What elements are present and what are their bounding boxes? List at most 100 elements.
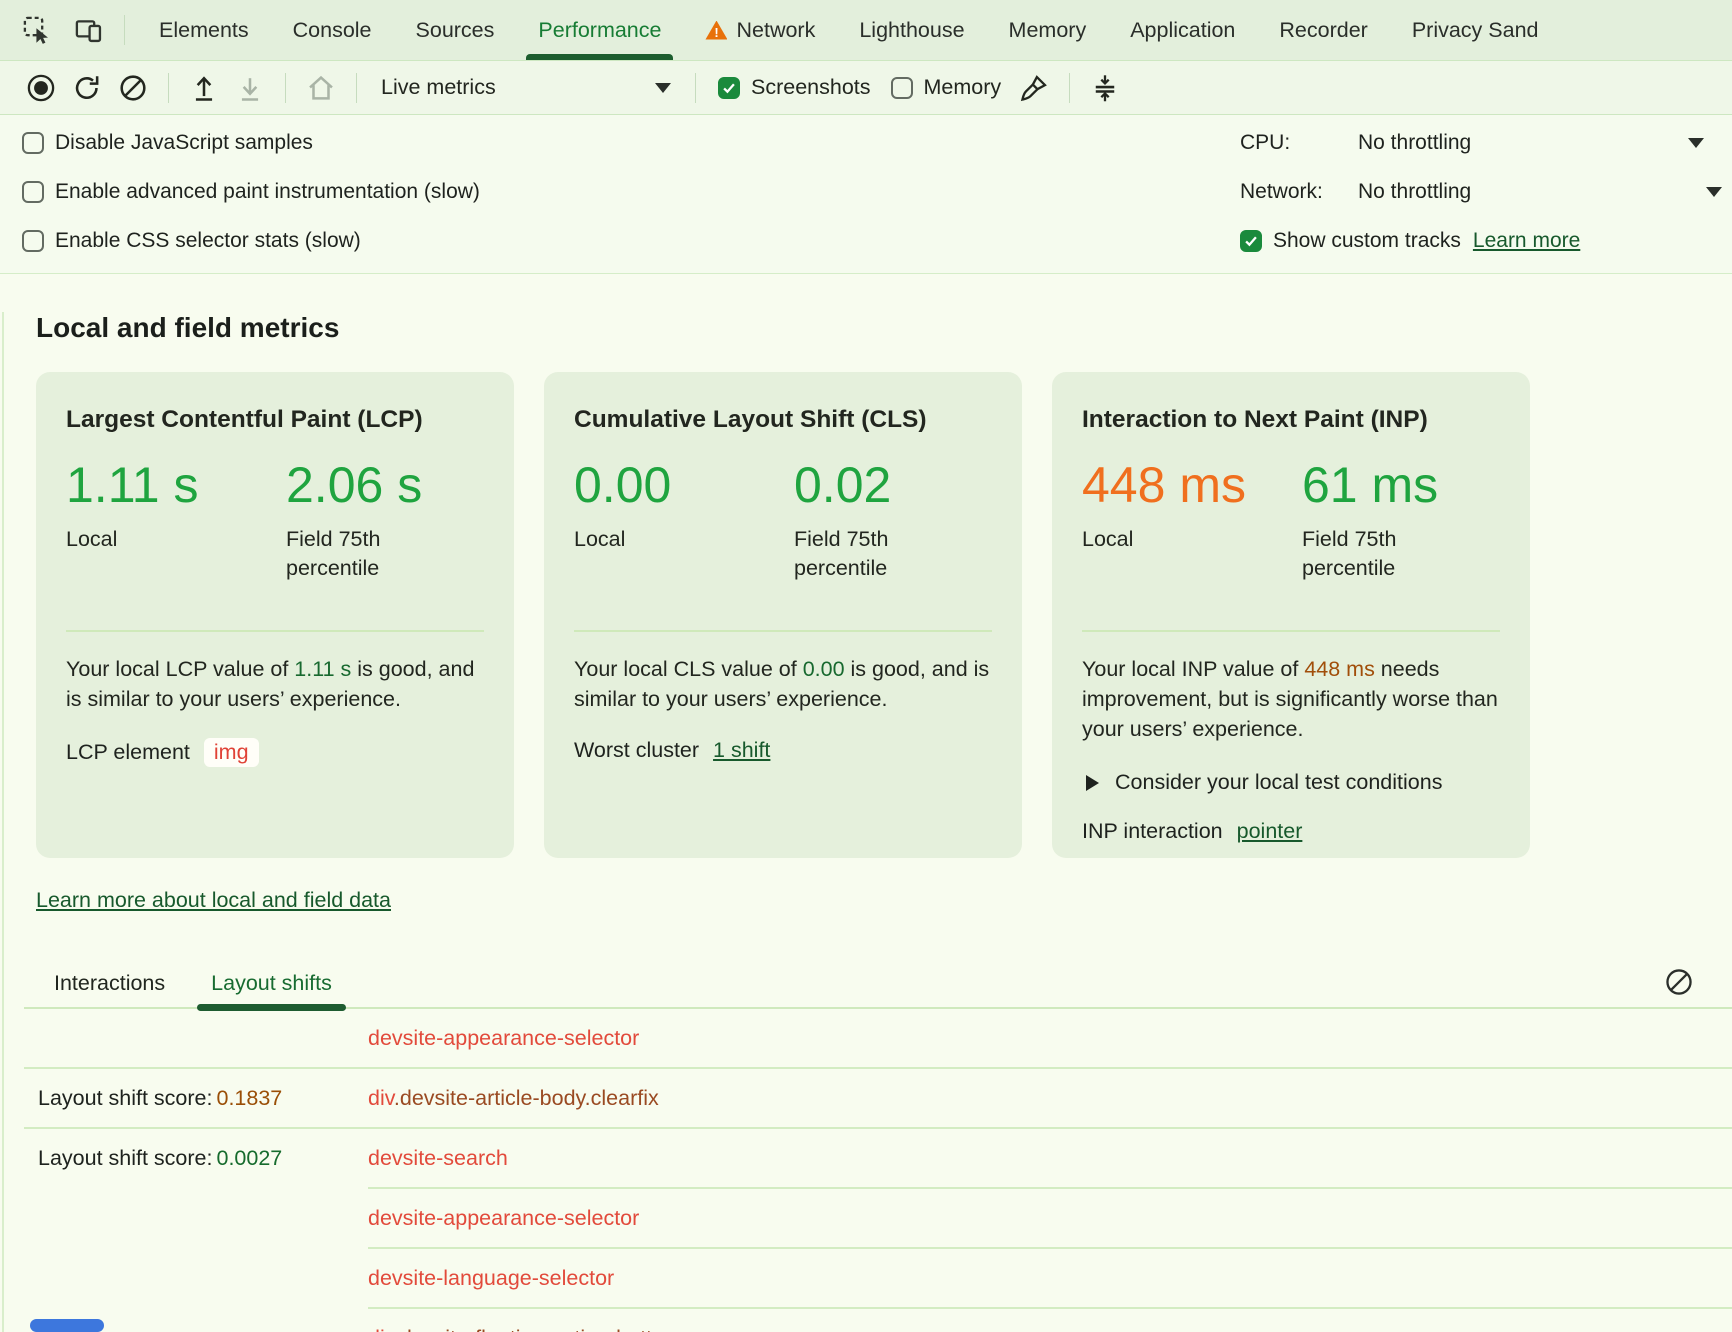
gc-brush-icon[interactable]	[1017, 71, 1051, 105]
card-divider	[66, 630, 484, 632]
inp-values: 448 ms Local 61 ms Field 75th percentile	[1082, 458, 1500, 630]
save-profile-icon[interactable]	[233, 71, 267, 105]
local-label: Local	[66, 525, 216, 554]
checkbox-unchecked-icon	[22, 181, 44, 203]
collapse-metrics-icon[interactable]	[1088, 71, 1122, 105]
tab-console[interactable]: Console	[271, 0, 394, 60]
load-profile-icon[interactable]	[187, 71, 221, 105]
network-label: Network:	[1240, 180, 1358, 204]
chevron-down-icon	[1706, 187, 1722, 197]
home-icon[interactable]	[304, 71, 338, 105]
local-field-learn-more-link[interactable]: Learn more about local and field data	[36, 888, 391, 913]
tab-label: Elements	[159, 18, 249, 43]
tab-application[interactable]: Application	[1108, 0, 1257, 60]
checkbox-unchecked-icon	[891, 77, 913, 99]
inp-description: Your local INP value of 448 ms needs imp…	[1082, 654, 1500, 744]
devtools-tabstrip-tabs: Elements Console Sources Performance !Networ…	[137, 0, 1561, 60]
screenshots-checkbox[interactable]: Screenshots	[718, 75, 871, 100]
shifted-element-link[interactable]: div.devsite-article-body.clearfix	[368, 1086, 1732, 1111]
shifted-element-link[interactable]: devsite-language-selector	[368, 1266, 1732, 1291]
local-test-conditions-expander[interactable]: Consider your local test conditions	[1082, 770, 1500, 795]
layout-shift-row: devsite-appearance-selector	[24, 1009, 1732, 1067]
tab-label: Network	[736, 18, 815, 43]
tab-privacy-sand[interactable]: Privacy Sand	[1390, 0, 1561, 60]
score-value: 0.0027	[216, 1146, 282, 1170]
card-divider	[574, 630, 992, 632]
layout-shift-row: devsite-appearance-selector	[24, 1189, 1732, 1247]
lcp-card-title: Largest Contentful Paint (LCP)	[66, 406, 484, 434]
expander-label: Consider your local test conditions	[1115, 770, 1442, 795]
inp-card-title: Interaction to Next Paint (INP)	[1082, 406, 1500, 434]
score-label: Layout shift score:	[38, 1146, 212, 1170]
tab-label: Recorder	[1279, 18, 1367, 43]
record-icon[interactable]	[24, 71, 58, 105]
clear-log-icon[interactable]	[1662, 965, 1696, 999]
reload-record-icon[interactable]	[70, 71, 104, 105]
selector-part: .devsite-floating-action-buttons	[394, 1326, 687, 1332]
cpu-throttling-select[interactable]: CPU: No throttling	[1240, 131, 1732, 155]
disable-js-samples-checkbox[interactable]: Disable JavaScript samples	[22, 131, 480, 155]
shifted-element-link[interactable]: div.devsite-floating-action-buttons	[368, 1326, 1732, 1332]
tab-performance[interactable]: Performance	[516, 0, 683, 60]
cls-inline-value: 0.00	[803, 657, 845, 681]
css-selector-stats-checkbox[interactable]: Enable CSS selector stats (slow)	[22, 229, 480, 253]
tab-label: Console	[293, 18, 372, 43]
devtools-tabstrip: Elements Console Sources Performance !Networ…	[0, 0, 1732, 61]
log-tab-layout-shifts[interactable]: Layout shifts	[211, 959, 332, 1007]
shifted-element-link[interactable]: devsite-appearance-selector	[368, 1026, 1732, 1051]
layout-shift-score: Layout shift score:0.1837	[24, 1086, 368, 1111]
tab-sources[interactable]: Sources	[394, 0, 517, 60]
selector-part: .devsite-article-body.clearfix	[394, 1086, 659, 1110]
layout-shift-rows: devsite-appearance-selector Layout shift …	[24, 1009, 1732, 1332]
tab-memory[interactable]: Memory	[987, 0, 1109, 60]
advanced-paint-checkbox[interactable]: Enable advanced paint instrumentation (s…	[22, 180, 480, 204]
local-label: Local	[1082, 525, 1232, 554]
cls-card: Cumulative Layout Shift (CLS) 0.00 Local…	[544, 372, 1022, 858]
tab-label: Lighthouse	[859, 18, 964, 43]
device-toolbar-icon[interactable]	[72, 13, 106, 47]
custom-tracks-learn-more-link[interactable]: Learn more	[1473, 229, 1580, 253]
worst-cluster-link[interactable]: 1 shift	[713, 738, 770, 763]
inp-interaction-row: INP interaction pointer	[1082, 819, 1500, 844]
lcp-field-value: 2.06 s	[286, 458, 484, 513]
show-custom-tracks-checkbox[interactable]: Show custom tracks	[1240, 229, 1461, 253]
tab-elements[interactable]: Elements	[137, 0, 271, 60]
active-tab-underline	[526, 54, 673, 60]
tab-lighthouse[interactable]: Lighthouse	[837, 0, 986, 60]
lcp-element-node-link[interactable]: img	[204, 738, 259, 767]
checkbox-checked-icon	[718, 77, 740, 99]
log-tab-label: Layout shifts	[211, 971, 332, 996]
toolbar-separator	[1069, 73, 1070, 103]
worst-cluster-label: Worst cluster	[574, 738, 699, 763]
checkbox-label: Enable advanced paint instrumentation (s…	[55, 180, 480, 204]
selector-part: div	[368, 1326, 394, 1332]
horizontal-scrollbar-thumb[interactable]	[30, 1319, 104, 1332]
layout-shift-row: div.devsite-floating-action-buttons	[24, 1309, 1732, 1332]
lcp-local-value: 1.11 s	[66, 458, 286, 513]
devtools-window: Elements Console Sources Performance !Networ…	[0, 0, 1732, 1332]
shifted-element-link[interactable]: devsite-search	[368, 1146, 1732, 1171]
capture-settings-left: Disable JavaScript samples Enable advanc…	[22, 131, 480, 253]
panel-mode-label: Live metrics	[381, 75, 496, 100]
layout-shift-score: Layout shift score:0.0027	[24, 1146, 368, 1171]
tab-label: Privacy Sand	[1412, 18, 1539, 43]
local-label: Local	[574, 525, 724, 554]
checkbox-unchecked-icon	[22, 230, 44, 252]
cls-card-title: Cumulative Layout Shift (CLS)	[574, 406, 992, 434]
live-metrics-log: Interactions Layout shifts devsite-appear…	[24, 959, 1732, 1332]
tabstrip-left-icons	[20, 13, 106, 47]
inp-interaction-link[interactable]: pointer	[1237, 819, 1303, 844]
selector-part: div	[368, 1086, 394, 1110]
checkbox-label: Disable JavaScript samples	[55, 131, 313, 155]
inspect-element-icon[interactable]	[20, 13, 54, 47]
memory-checkbox[interactable]: Memory	[891, 75, 1002, 100]
tab-recorder[interactable]: Recorder	[1257, 0, 1389, 60]
log-tab-interactions[interactable]: Interactions	[54, 959, 165, 1007]
memory-label: Memory	[924, 75, 1002, 100]
shifted-element-link[interactable]: devsite-appearance-selector	[368, 1206, 1732, 1231]
clear-icon[interactable]	[116, 71, 150, 105]
network-throttling-select[interactable]: Network: No throttling	[1240, 180, 1732, 204]
tab-network[interactable]: !Network	[683, 0, 837, 60]
panel-mode-select[interactable]: Live metrics	[375, 75, 677, 100]
tab-label: Performance	[538, 18, 661, 43]
